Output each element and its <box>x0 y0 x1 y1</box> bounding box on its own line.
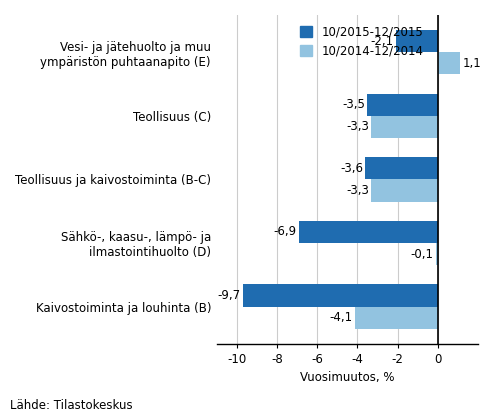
Bar <box>299 221 438 243</box>
Text: -3,6: -3,6 <box>340 162 363 175</box>
Text: 1,1: 1,1 <box>462 57 481 70</box>
Text: -2,1: -2,1 <box>370 35 393 47</box>
Bar <box>371 116 438 138</box>
Bar <box>371 179 438 202</box>
Text: -3,3: -3,3 <box>346 184 369 197</box>
Bar <box>355 307 438 329</box>
Text: -4,1: -4,1 <box>330 311 353 324</box>
Bar <box>438 52 460 74</box>
Text: Lähde: Tilastokeskus: Lähde: Tilastokeskus <box>10 399 133 412</box>
Text: -9,7: -9,7 <box>217 289 240 302</box>
Bar <box>395 30 438 52</box>
Text: -6,9: -6,9 <box>274 225 297 238</box>
X-axis label: Vuosimuutos, %: Vuosimuutos, % <box>300 371 394 384</box>
Bar <box>243 284 438 307</box>
Text: -0,1: -0,1 <box>410 248 433 260</box>
Bar <box>365 157 438 179</box>
Legend: 10/2015-12/2015, 10/2014-12/2014: 10/2015-12/2015, 10/2014-12/2014 <box>296 21 428 62</box>
Text: -3,3: -3,3 <box>346 120 369 134</box>
Bar <box>367 94 438 116</box>
Text: -3,5: -3,5 <box>342 98 365 111</box>
Bar <box>436 243 438 265</box>
